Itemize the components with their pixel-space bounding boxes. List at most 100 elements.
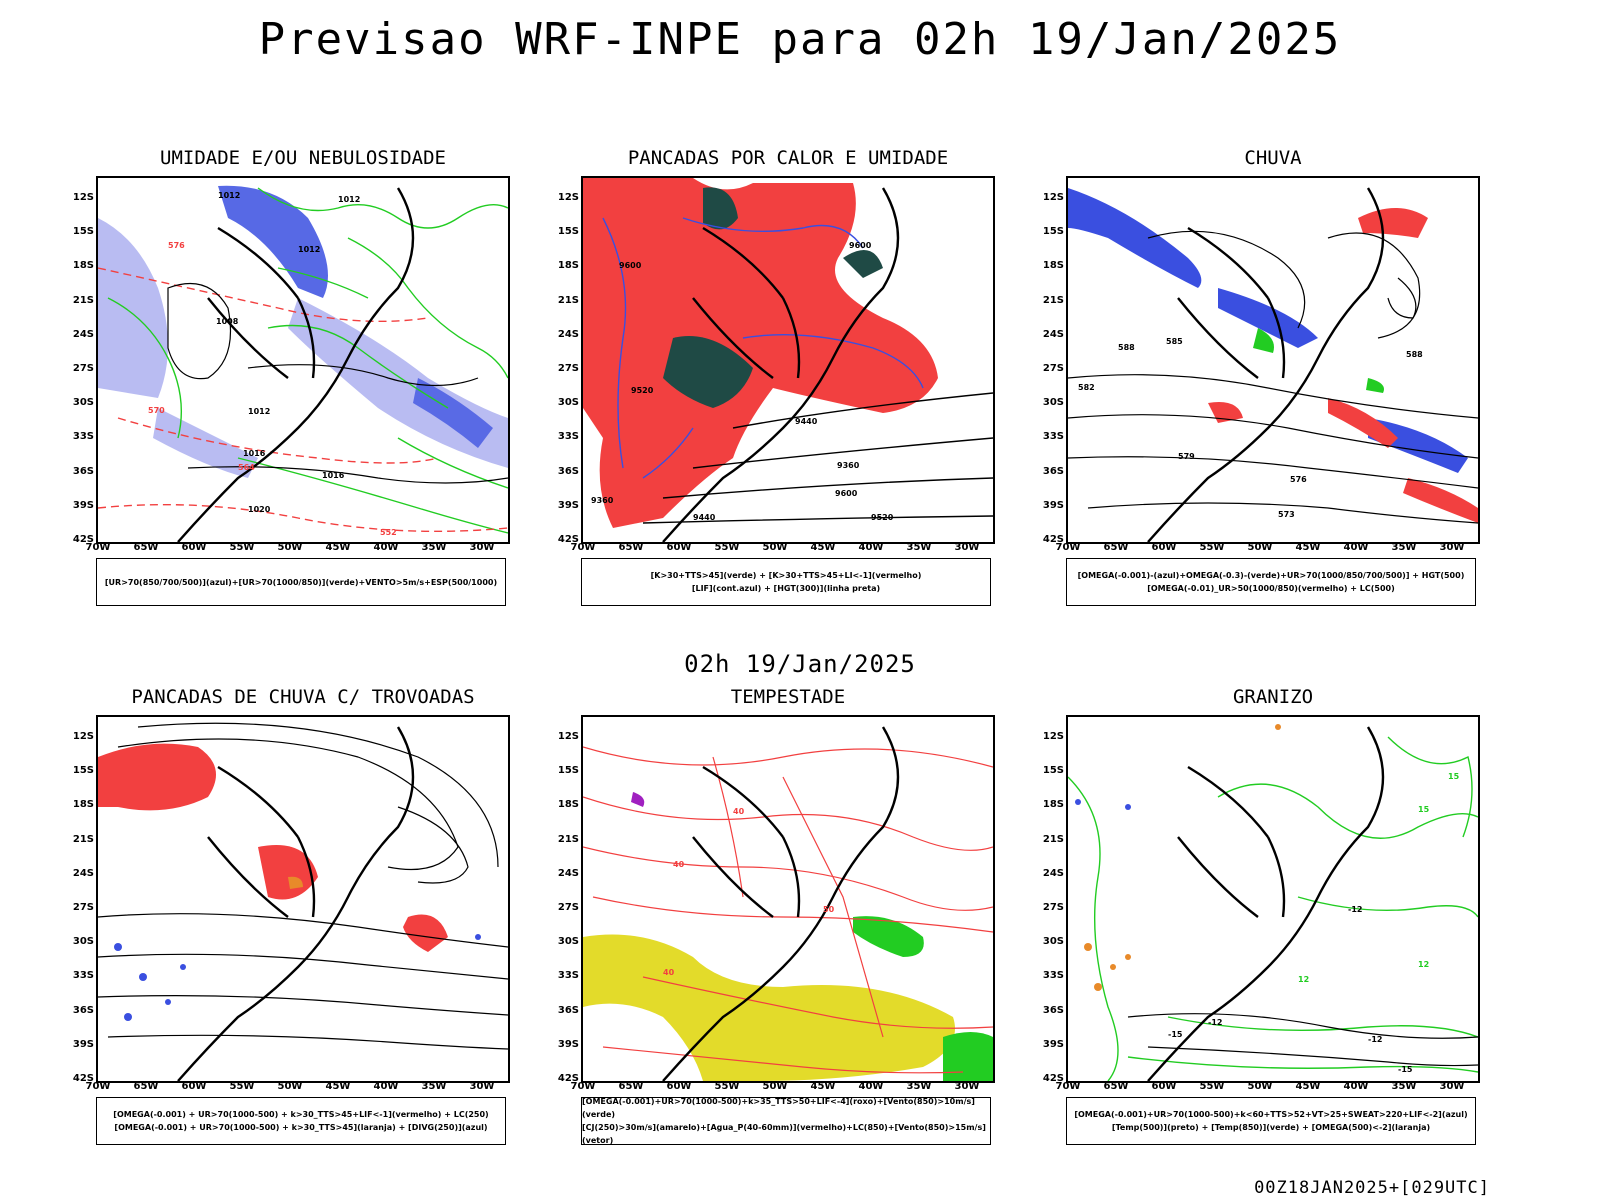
coastline xyxy=(177,187,415,542)
middle-time-title: 02h 19/Jan/2025 xyxy=(684,650,916,678)
map-pancadas-trovoadas xyxy=(96,715,510,1083)
lat-tick-label: 27S xyxy=(557,902,579,913)
lat-tick-label: 15S xyxy=(1042,226,1064,238)
lon-tick-label: 35W xyxy=(1391,1081,1417,1092)
main-title: Previsao WRF-INPE para 02h 19/Jan/2025 xyxy=(258,14,1342,65)
contour-label: 588 xyxy=(1406,350,1423,359)
lon-tick-label: 55W xyxy=(714,542,740,553)
lat-tick-label: 21S xyxy=(72,294,94,306)
wind-green-area xyxy=(853,916,924,957)
lat-tick-label: 42S xyxy=(72,534,94,545)
legend-line: [UR>70(850/700/500)](azul)+[UR>70(1000/8… xyxy=(104,577,498,587)
contour-label: 585 xyxy=(1166,337,1183,346)
lat-tick-label: 39S xyxy=(557,1038,579,1050)
lat-tick-label: 21S xyxy=(557,294,579,306)
humidity-blue-area xyxy=(218,185,328,298)
lon-tick-label: 35W xyxy=(906,542,932,553)
lat-tick-label: 15S xyxy=(1042,765,1064,777)
lat-tick-label: 39S xyxy=(1042,499,1064,511)
contour-label: 573 xyxy=(1278,510,1295,519)
map-granizo: -12 -12 -15 -15 -12 12 15 12 15 xyxy=(1066,715,1480,1083)
contour-label: 1012 xyxy=(338,195,360,204)
lon-tick-label: 70W xyxy=(1055,542,1081,553)
contour-label: 9440 xyxy=(693,513,716,522)
coastline xyxy=(662,726,900,1081)
contour-label: 40 xyxy=(733,807,745,816)
map-pancadas-calor: 9600 9600 9520 9440 9360 9600 9520 9440 … xyxy=(581,176,995,544)
lat-tick-label: 27S xyxy=(1042,902,1064,913)
rain-green-area xyxy=(1366,378,1384,393)
lon-tick-label: 60W xyxy=(1151,1081,1177,1092)
contour-label: 9600 xyxy=(835,489,858,498)
lon-tick-label: 55W xyxy=(229,542,255,553)
lat-tick-label: 39S xyxy=(72,1038,94,1050)
legend-line: [OMEGA(-0.001)+UR>70(1000-500)+k>35_TTS>… xyxy=(582,1097,975,1119)
panel-title-umidade: UMIDADE E/OU NEBULOSIDADE xyxy=(160,147,446,169)
contour-label: -12 xyxy=(1368,1035,1382,1044)
lat-tick-label: 42S xyxy=(1042,1073,1064,1084)
contour-label: 1016 xyxy=(322,471,345,480)
rain-blue-area xyxy=(1218,288,1318,348)
legend-pancadas-calor: [K>30+TTS>45](verde) + [K>30+TTS>45+LI<-… xyxy=(581,558,991,606)
contour-label: -12 xyxy=(1208,1018,1222,1027)
lat-tick-label: 33S xyxy=(72,970,94,982)
lon-tick-label: 35W xyxy=(421,542,447,553)
contour-label: 40 xyxy=(673,860,685,869)
contour-label: 1012 xyxy=(248,407,270,416)
legend-line: [K>30+TTS>45](verde) + [K>30+TTS>45+LI<-… xyxy=(650,571,922,580)
divergence-blue-spots xyxy=(114,934,481,1021)
lon-tick-label: 60W xyxy=(181,542,207,553)
rain-blue-area xyxy=(1068,188,1202,288)
lat-tick-label: 36S xyxy=(1042,465,1064,477)
legend-tempestade: [OMEGA(-0.001)+UR>70(1000-500)+k>35_TTS>… xyxy=(581,1097,991,1145)
lif-contours xyxy=(602,217,924,479)
lon-tick-label: 30W xyxy=(469,542,495,553)
lon-tick-label: 40W xyxy=(373,542,399,553)
run-stamp: 00Z18JAN2025+[029UTC] xyxy=(1254,1178,1490,1198)
lat-tick-label: 12S xyxy=(557,731,579,742)
lon-tick-label: 50W xyxy=(762,1081,788,1092)
instability-green-area xyxy=(663,336,753,408)
contour-label: -15 xyxy=(1168,1030,1183,1039)
thickness-label: 564 xyxy=(238,463,255,472)
contour-label: 9520 xyxy=(631,386,654,395)
contour-label: 40 xyxy=(663,968,675,977)
lon-tick-label: 45W xyxy=(1295,542,1321,553)
lat-tick-label: 36S xyxy=(557,465,579,477)
wind-green-area xyxy=(943,1032,993,1081)
rain-red-area xyxy=(1403,478,1478,523)
lat-tick-label: 12S xyxy=(72,192,94,203)
lon-tick-label: 45W xyxy=(325,542,351,553)
lat-tick-label: 42S xyxy=(557,534,579,545)
lat-tick-label: 15S xyxy=(557,226,579,238)
lat-tick-label: 33S xyxy=(1042,431,1064,443)
lat-tick-label: 30S xyxy=(557,397,579,409)
humidity-light-area xyxy=(98,218,168,398)
lat-tick-label: 21S xyxy=(1042,294,1064,306)
lat-tick-label: 12S xyxy=(72,731,94,742)
lat-tick-label: 15S xyxy=(557,765,579,777)
lat-tick-label: 21S xyxy=(72,833,94,845)
lat-tick-label: 36S xyxy=(557,1004,579,1016)
lon-tick-label: 45W xyxy=(325,1081,351,1092)
legend-line: [CJ(250)>30m/s](amarelo)+[Agua_P(40-60mm… xyxy=(582,1123,986,1145)
lat-tick-label: 30S xyxy=(1042,397,1064,409)
lon-tick-label: 40W xyxy=(1343,1081,1369,1092)
storm-red-area xyxy=(98,743,216,811)
rain-red-area xyxy=(1358,208,1428,238)
lon-tick-label: 70W xyxy=(570,1081,596,1092)
lc-streamlines xyxy=(98,722,508,1050)
lon-tick-label: 65W xyxy=(618,1081,644,1092)
coastline xyxy=(1147,726,1385,1081)
legend-pancadas-trovoadas: [OMEGA(-0.001) + UR>70(1000-500) + k>30_… xyxy=(96,1097,506,1145)
lat-tick-label: 24S xyxy=(72,328,94,340)
contour-label: 9600 xyxy=(849,241,872,250)
instability-red-area xyxy=(583,178,938,528)
lat-tick-label: 42S xyxy=(557,1073,579,1084)
lat-tick-label: 36S xyxy=(72,1004,94,1016)
thickness-label: 570 xyxy=(148,406,165,415)
lon-tick-label: 30W xyxy=(1439,1081,1465,1092)
lon-tick-label: 30W xyxy=(954,1081,980,1092)
contour-label: 9360 xyxy=(591,496,614,505)
humidity-light-area xyxy=(153,408,258,478)
